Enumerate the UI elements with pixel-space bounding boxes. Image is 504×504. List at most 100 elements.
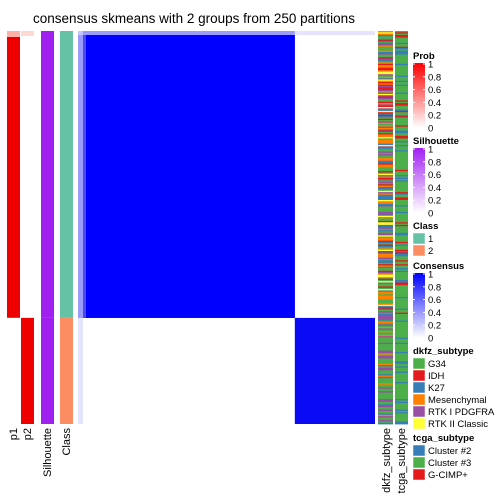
legend-swatch [412,244,426,257]
dkfz-subtype-cell [378,205,393,207]
dkfz-subtype-cell [378,45,393,48]
dkfz-subtype-cell [378,137,393,139]
dkfz-subtype-cell [378,150,393,152]
dkfz-subtype-cell [378,384,393,387]
tcga-subtype-cell [395,137,408,139]
tcga-subtype-cell [395,61,408,63]
dkfz-subtype-cell [378,65,393,67]
dkfz-subtype-cell [378,135,393,138]
tcga-subtype-cell [395,224,408,227]
tcga-subtype-cell [395,126,408,129]
tcga-subtype-cell [395,159,408,162]
legend-swatch [412,444,426,457]
tcga-subtype-cell [395,275,408,278]
dkfz-subtype-cell [378,243,393,245]
dkfz-subtype-cell [378,368,393,371]
dkfz-subtype-cell [378,249,393,252]
dkfz-subtype-cell [378,151,393,154]
tcga-subtype-cell [395,285,408,287]
dkfz-subtype-cell [378,299,393,302]
dkfz-subtype-cell [378,131,393,134]
tcga-subtype-cell [395,58,408,61]
dkfz-subtype-cell [378,139,393,142]
tcga-subtype-cell [395,146,408,148]
dkfz-subtype-cell [378,282,393,285]
tcga-subtype-cell [395,155,408,158]
tcga-subtype-cell [395,188,408,190]
legend-colorbar-consensus [413,273,425,338]
tcga-subtype-cell [395,304,408,307]
tcga-subtype-cell [395,165,408,168]
dkfz-subtype-cell [378,66,393,69]
dkfz-subtype-cell [378,396,393,399]
tcga-subtype-cell [395,380,408,383]
dkfz-subtype-cell [378,219,393,222]
tcga-subtype-cell [395,240,408,243]
tcga-subtype-cell [395,144,408,147]
label-tcga-subtype: tcga_subtype [396,428,408,493]
dkfz-subtype-cell [378,118,393,121]
dkfz-subtype-cell [378,389,393,392]
tcga-subtype-cell [395,319,408,321]
dkfz-subtype-cell [378,97,393,100]
dkfz-subtype-cell [378,143,393,146]
dkfz-subtype-cell [378,328,393,331]
tcga-subtype-cell [395,110,408,113]
tcga-subtype-cell [395,131,408,134]
tcga-subtype-cell [395,108,408,110]
tcga-subtype-cell [395,66,408,69]
tcga-subtype-cell [395,171,408,173]
class-column-group1 [60,31,73,318]
dkfz-subtype-cell [378,49,393,52]
tcga-subtype-cell [395,175,408,177]
consensus-matrix [78,31,375,424]
dkfz-subtype-cell [378,112,393,114]
tcga-subtype-cell [395,185,408,188]
tcga-subtype-cell [395,59,408,62]
dkfz-subtype-cell [378,351,393,354]
tcga-subtype-cell [395,279,408,282]
tcga-subtype-cell [395,86,408,88]
legend-item-label: K27 [428,383,445,394]
dkfz-subtype-cell [378,264,393,266]
tcga-subtype-cell [395,344,408,346]
dkfz-subtype-cell [378,231,393,234]
tcga-subtype-cell [395,345,408,348]
tcga-subtype-cell [395,295,408,298]
dkfz-subtype-cell [378,278,393,281]
legend-title-prob: Prob [413,51,435,62]
tcga-subtype-cell [395,34,408,37]
dkfz-subtype-cell [378,184,393,186]
legend-item-label: Cluster #2 [428,446,471,457]
dkfz-subtype-cell [378,211,393,214]
tcga-subtype-cell [395,334,408,337]
dkfz-subtype-cell [378,110,393,113]
tcga-subtype-cell [395,99,408,101]
dkfz-subtype-cell [378,117,393,120]
legend-item-label: G-CIMP+ [428,470,468,481]
tcga-subtype-cell [395,406,408,409]
tcga-subtype-cell [395,315,408,317]
dkfz-subtype-cell [378,89,393,92]
tcga-subtype-cell [395,420,408,422]
legend-tick-label: 1 [428,270,433,281]
dkfz-subtype-cell [378,34,393,37]
dkfz-subtype-cell [378,207,393,210]
tcga-subtype-cell [395,197,408,200]
dkfz-subtype-cell [378,421,393,424]
p1-tint [7,31,20,37]
tcga-subtype-cell [395,278,408,281]
dkfz-subtype-cell [378,251,393,253]
dkfz-subtype-cell [378,54,393,57]
dkfz-subtype-cell [378,46,393,49]
dkfz-subtype-cell [378,329,393,332]
tcga-subtype-cell [395,342,408,345]
edge-column-tint [78,31,83,424]
tcga-subtype-cell [395,243,408,245]
dkfz-subtype-cell [378,313,393,316]
dkfz-subtype-cell [378,196,393,198]
legend-swatch [412,468,426,481]
dkfz-subtype-cell [378,255,393,257]
tcga-subtype-cell [395,104,408,107]
